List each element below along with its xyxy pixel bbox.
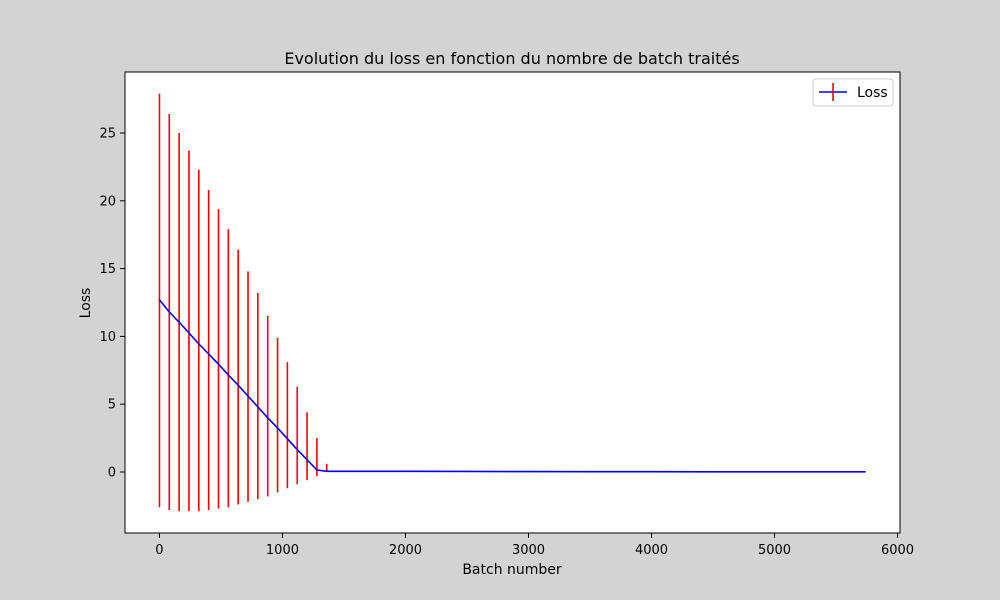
x-tick-label: 5000 [758,543,791,558]
x-tick-label: 4000 [635,543,668,558]
y-tick-label: 25 [99,127,116,142]
y-axis-label: Loss [78,288,94,319]
y-tick-label: 5 [108,398,116,413]
loss-series-line [158,299,866,473]
y-tick-label: 0 [108,465,116,480]
y-tick-label: 15 [99,262,116,277]
chart-title: Evolution du loss en fonction du nombre … [284,49,739,68]
y-axis-ticks: 0 5 10 15 20 25 [99,127,125,480]
x-tick-label: 1000 [266,543,299,558]
x-tick-label: 2000 [389,543,422,558]
x-tick-label: 6000 [881,543,914,558]
x-tick-label: 3000 [512,543,545,558]
y-tick-label: 10 [99,330,116,345]
plot-area [125,72,900,533]
x-tick-label: 0 [155,543,163,558]
x-axis-label: Batch number [462,562,562,578]
x-axis-ticks: 0 1000 2000 3000 4000 5000 6000 [155,533,914,558]
y-tick-label: 20 [99,194,116,209]
plot-frame [124,71,901,534]
legend: Loss [812,78,894,107]
legend-label-loss: Loss [857,85,888,101]
